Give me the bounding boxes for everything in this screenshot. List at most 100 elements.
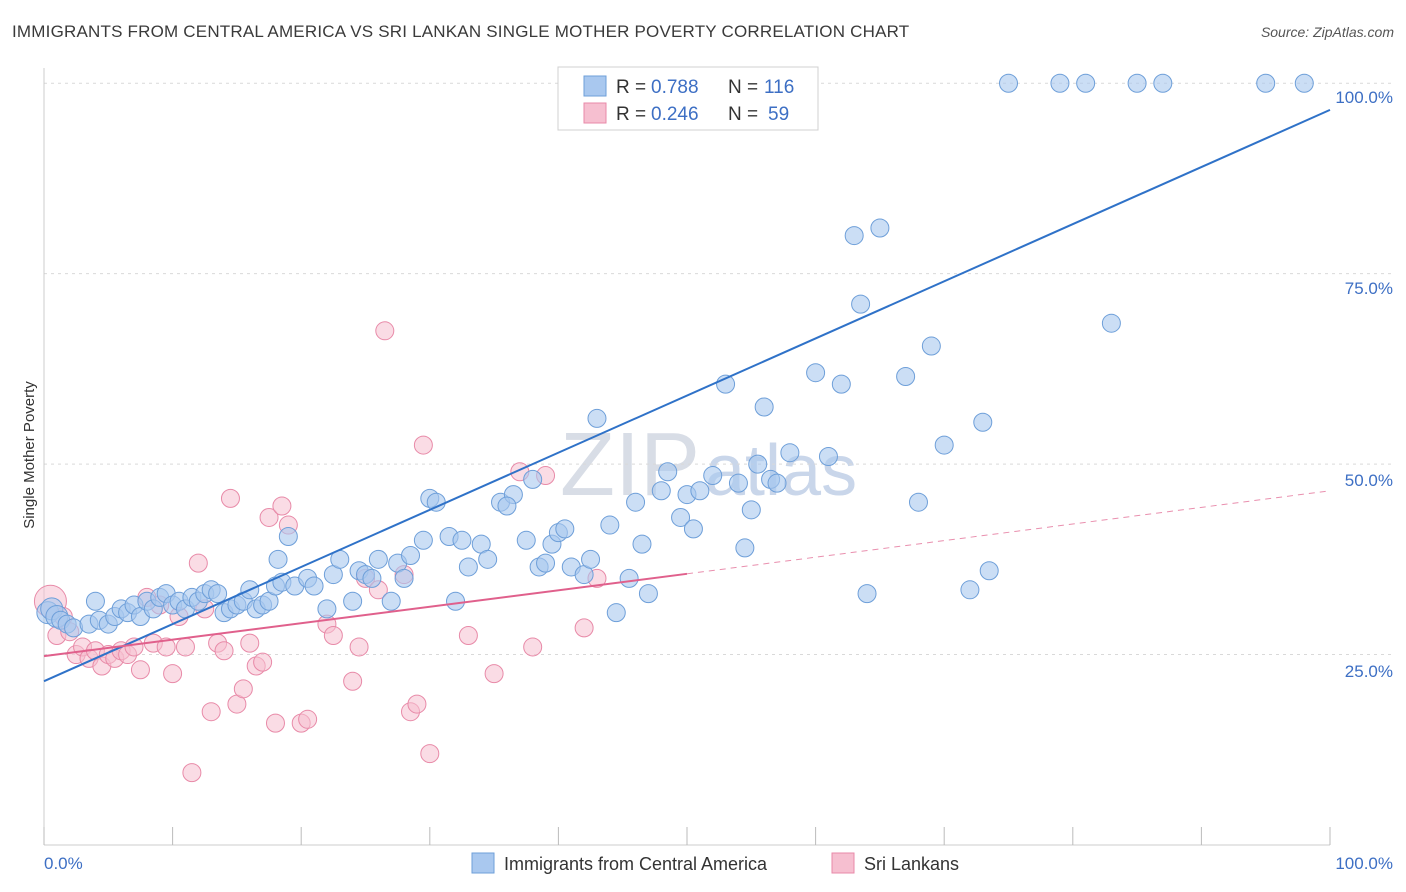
point-central-america-58 [446,591,466,611]
point-central-america-105 [870,218,890,238]
point-central-america-92 [735,538,755,558]
point-sri-lankans-52 [458,626,478,646]
y-tick-label-50: 50.0% [1345,471,1393,490]
point-sri-lankans-27 [214,641,234,661]
point-central-america-53 [401,546,421,566]
point-central-america-97 [767,473,787,493]
point-central-america-50 [381,591,401,611]
point-central-america-101 [831,374,851,394]
point-central-america-95 [754,397,774,417]
legend-n-label-pink: N = [728,104,758,125]
point-central-america-102 [844,226,864,246]
point-central-america-81 [632,534,652,554]
point-central-america-116 [1101,313,1121,333]
legend-swatch-blue [583,75,607,97]
point-sri-lankans-49 [407,694,427,714]
point-sri-lankans-19 [163,664,183,684]
point-central-america-103 [851,294,871,314]
grid-lines [44,82,1394,656]
point-central-america-106 [896,367,916,387]
point-central-america-42 [317,599,337,619]
x-tick-label-min: 0.0% [44,854,83,873]
point-central-america-48 [362,568,382,588]
point-sri-lankans-53 [484,664,504,684]
point-central-america-45 [343,591,363,611]
point-central-america-109 [934,435,954,455]
y-tick-label-100: 100.0% [1335,88,1393,107]
point-sri-lankans-25 [201,702,221,722]
point-central-america-93 [741,500,761,520]
legend-bottom: Immigrants from Central America Sri Lank… [471,852,959,874]
point-central-america-88 [690,481,710,501]
point-central-america-52 [394,568,414,588]
point-central-america-82 [638,584,658,604]
bottom-legend-swatch-blue [471,852,495,874]
legend-r-value-pink: 0.246 [651,104,699,125]
point-sri-lankans-42 [343,671,363,691]
central-america-points [36,73,1314,638]
point-central-america-98 [780,443,800,463]
legend-n-label-blue: N = [728,77,758,98]
point-central-america-79 [619,568,639,588]
legend-r-label-blue: R = [616,77,646,98]
point-central-america-78 [606,603,626,623]
axes [43,68,1331,846]
point-central-america-94 [748,454,768,474]
point-central-america-89 [703,466,723,486]
point-central-america-112 [979,561,999,581]
point-sri-lankans-51 [420,744,440,764]
point-central-america-62 [478,549,498,569]
point-central-america-84 [658,462,678,482]
point-central-america-26 [208,584,228,604]
point-central-america-37 [268,549,288,569]
point-central-america-66 [516,530,536,550]
point-central-america-77 [600,515,620,535]
trendline-sri-lankans-extension [686,490,1331,575]
source-label: Source: ZipAtlas.com [1260,24,1394,40]
point-sri-lankans-35 [265,713,285,733]
point-sri-lankans-41 [323,626,343,646]
point-central-america-59 [452,530,472,550]
point-central-america-7 [85,591,105,611]
point-central-america-69 [536,553,556,573]
point-sri-lankans-36 [272,496,292,516]
legend-n-value-pink: 59 [768,104,789,125]
point-sri-lankans-55 [523,637,543,657]
bottom-legend-label-blue: Immigrants from Central America [504,854,768,874]
point-central-america-80 [626,492,646,512]
point-central-america-72 [555,519,575,539]
trend-lines [43,108,1331,683]
point-central-america-117 [1127,73,1147,93]
bottom-legend-swatch-pink [831,852,855,874]
point-sri-lankans-34 [259,507,279,527]
legend-r-value-blue: 0.788 [651,77,699,98]
point-central-america-99 [806,363,826,383]
point-sri-lankans-18 [156,637,176,657]
point-central-america-49 [368,549,388,569]
x-tick-label-max: 100.0% [1335,854,1393,873]
point-central-america-104 [857,584,877,604]
sri-lankans-points [33,321,607,783]
point-central-america-119 [1256,73,1276,93]
point-sri-lankans-43 [349,637,369,657]
point-central-america-108 [921,336,941,356]
point-central-america-54 [413,530,433,550]
point-sri-lankans-21 [175,637,195,657]
point-central-america-83 [651,481,671,501]
point-central-america-85 [671,507,691,527]
point-sri-lankans-39 [298,709,318,729]
point-sri-lankans-14 [130,660,150,680]
legend-swatch-pink [583,102,607,124]
chart-title: IMMIGRANTS FROM CENTRAL AMERICA VS SRI L… [12,22,910,41]
trendline-sri-lankans [43,572,688,658]
point-sri-lankans-46 [375,321,395,341]
legend-r-label-pink: R = [616,104,646,125]
legend-top: R = 0.788 N = 116 R = 0.246 N = 59 [557,66,819,131]
point-central-america-120 [1294,73,1314,93]
point-sri-lankans-28 [220,488,240,508]
point-central-america-56 [426,492,446,512]
trendline-central-america [43,108,1331,683]
point-central-america-100 [818,447,838,466]
point-central-america-60 [458,557,478,577]
